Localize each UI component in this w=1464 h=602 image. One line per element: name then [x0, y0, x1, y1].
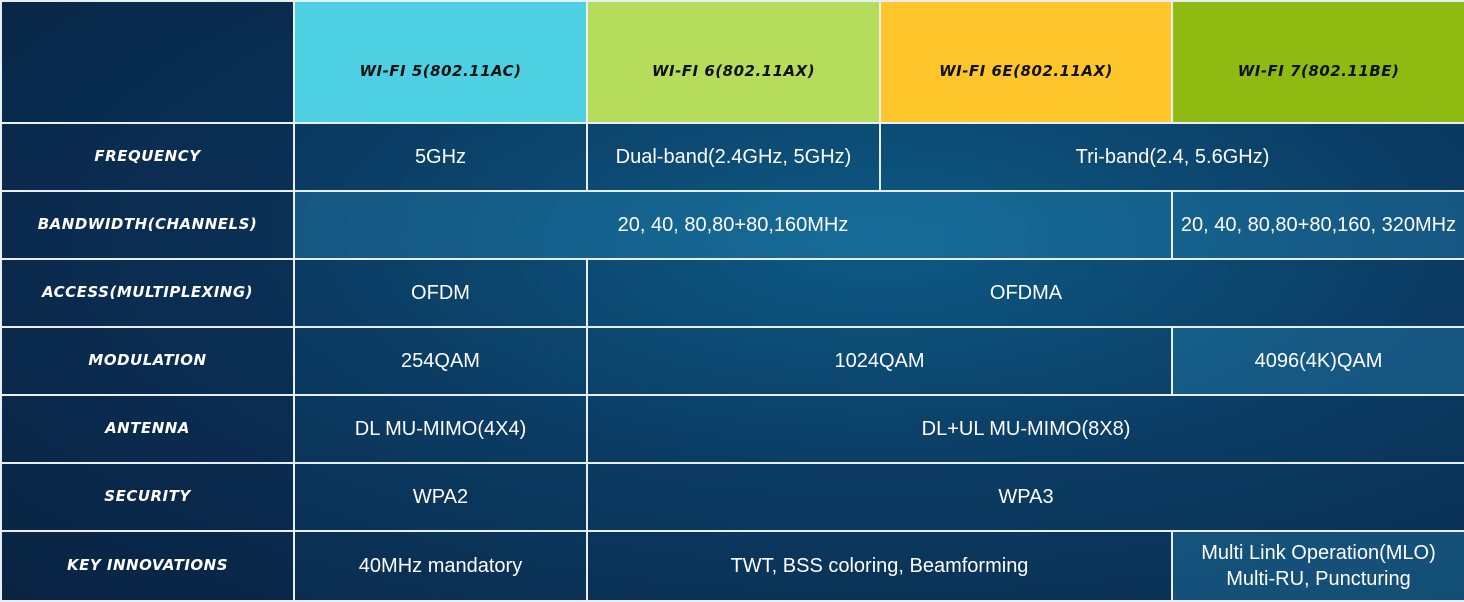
cell: 4096(4K)QAM: [1171, 326, 1464, 396]
row-label: FREQUENCY: [0, 122, 295, 192]
row: ACCESS(MULTIPLEXING) OFDM OFDMA: [0, 258, 1464, 328]
cell: 20, 40, 80,80+80,160MHz: [293, 190, 1173, 260]
cell: Tri-band(2.4, 5.6GHz): [879, 122, 1464, 192]
column-header: WI-FI 7(802.11BE): [1171, 0, 1464, 124]
row: MODULATION 254QAM 1024QAM 4096(4K)QAM: [0, 326, 1464, 396]
row-label: ACCESS(MULTIPLEXING): [0, 258, 295, 328]
row: FREQUENCY 5GHz Dual-band(2.4GHz, 5GHz) T…: [0, 122, 1464, 192]
column-header: WI-FI 5(802.11AC): [293, 0, 588, 124]
row: ANTENNA DL MU-MIMO(4X4) DL+UL MU-MIMO(8X…: [0, 394, 1464, 464]
cell: WPA2: [293, 462, 588, 532]
row-label: ANTENNA: [0, 394, 295, 464]
cell: OFDM: [293, 258, 588, 328]
cell: 1024QAM: [586, 326, 1173, 396]
cell: 40MHz mandatory: [293, 530, 588, 602]
row-label: BANDWIDTH(CHANNELS): [0, 190, 295, 260]
row: KEY INNOVATIONS 40MHz mandatory TWT, BSS…: [0, 530, 1464, 602]
row: SECURITY WPA2 WPA3: [0, 462, 1464, 532]
row: BANDWIDTH(CHANNELS) 20, 40, 80,80+80,160…: [0, 190, 1464, 260]
cell: 20, 40, 80,80+80,160, 320MHz: [1171, 190, 1464, 260]
cell: Dual-band(2.4GHz, 5GHz): [586, 122, 881, 192]
cell: TWT, BSS coloring, Beamforming: [586, 530, 1173, 602]
cell-line: Multi-RU, Puncturing: [1226, 568, 1411, 590]
cell: 254QAM: [293, 326, 588, 396]
row-label: MODULATION: [0, 326, 295, 396]
cell-line: Multi Link Operation(MLO): [1201, 542, 1436, 564]
cell: DL+UL MU-MIMO(8X8): [586, 394, 1464, 464]
cell: OFDMA: [586, 258, 1464, 328]
cell: WPA3: [586, 462, 1464, 532]
header-row: WI-FI 5(802.11AC) WI-FI 6(802.11AX) WI-F…: [0, 0, 1464, 124]
cell: Multi Link Operation(MLO) Multi-RU, Punct…: [1171, 530, 1464, 602]
column-header: WI-FI 6E(802.11AX): [879, 0, 1173, 124]
cell: 5GHz: [293, 122, 588, 192]
column-header: WI-FI 6(802.11AX): [586, 0, 881, 124]
cell: DL MU-MIMO(4X4): [293, 394, 588, 464]
row-label: KEY INNOVATIONS: [0, 530, 295, 602]
corner-cell: [0, 0, 295, 124]
row-label: SECURITY: [0, 462, 295, 532]
